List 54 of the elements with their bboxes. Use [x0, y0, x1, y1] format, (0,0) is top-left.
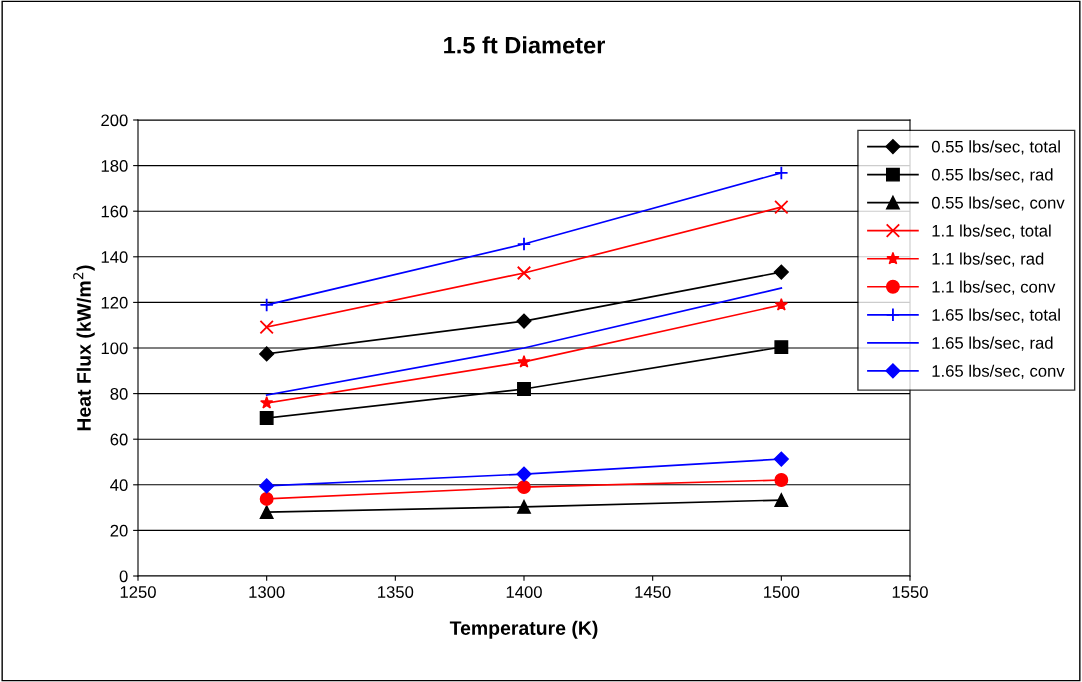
legend-label: 1.1 lbs/sec, rad: [932, 252, 1044, 267]
point: [517, 480, 531, 495]
point: [516, 313, 532, 329]
y-tick-label: 180: [101, 160, 128, 172]
legend-label: 0.55 lbs/sec, conv: [931, 196, 1065, 211]
point: [517, 499, 531, 514]
legend-label: 1.65 lbs/sec, rad: [932, 336, 1053, 351]
point: [774, 165, 789, 181]
x-tick-label: 1400: [506, 586, 542, 598]
point: [516, 466, 532, 482]
x-tick-label: 1450: [635, 586, 671, 598]
point: [774, 473, 789, 487]
legend-label: 1.65 lbs/sec, total: [932, 308, 1060, 323]
x-tick-label: 1300: [249, 586, 285, 598]
point: [774, 297, 788, 311]
legend-label: 0.55 lbs/sec, total: [931, 140, 1060, 155]
point: [259, 297, 274, 313]
y-tick-label: 100: [101, 342, 128, 355]
y-tick-label: 40: [110, 479, 128, 491]
point: [259, 505, 274, 520]
y-tick-label: 140: [101, 251, 128, 263]
y-tick-label: 160: [101, 205, 128, 218]
y-tick-label: 80: [110, 388, 128, 400]
point: [259, 319, 274, 335]
point: [774, 493, 789, 508]
y-tick-label: 60: [110, 433, 128, 446]
point: [517, 354, 531, 368]
x-tick-label: 1550: [892, 586, 928, 598]
point: [516, 236, 532, 252]
point: [259, 478, 275, 494]
legend-label: 1.1 lbs/sec, conv: [932, 280, 1056, 295]
point: [773, 451, 789, 467]
point: [516, 265, 532, 281]
y-tick-label: 200: [101, 114, 128, 127]
point: [517, 382, 531, 396]
point: [259, 411, 274, 425]
legend-label: 1.1 lbs/sec, total: [932, 224, 1051, 239]
point: [773, 264, 789, 280]
point: [774, 199, 789, 215]
point: [259, 491, 274, 506]
x-axis-title: Temperature (K): [449, 620, 598, 639]
point: [774, 340, 789, 355]
y-axis-title: Heat Flux (kW/m$^{2}$): [73, 265, 95, 431]
y-tick-label: 120: [101, 296, 128, 309]
x-tick-label: 1250: [120, 586, 156, 598]
y-tick-label: 20: [110, 524, 128, 537]
legend-label: 0.55 lbs/sec, rad: [931, 168, 1053, 183]
x-tick-label: 1500: [764, 586, 800, 598]
chart-title: 1.5 ft Diameter: [444, 36, 606, 54]
x-tick-label: 1350: [378, 586, 414, 598]
legend-label: 1.65 lbs/sec, conv: [932, 364, 1065, 379]
y-tick-label: 0: [119, 570, 128, 583]
point: [259, 346, 275, 362]
point: [260, 396, 274, 409]
